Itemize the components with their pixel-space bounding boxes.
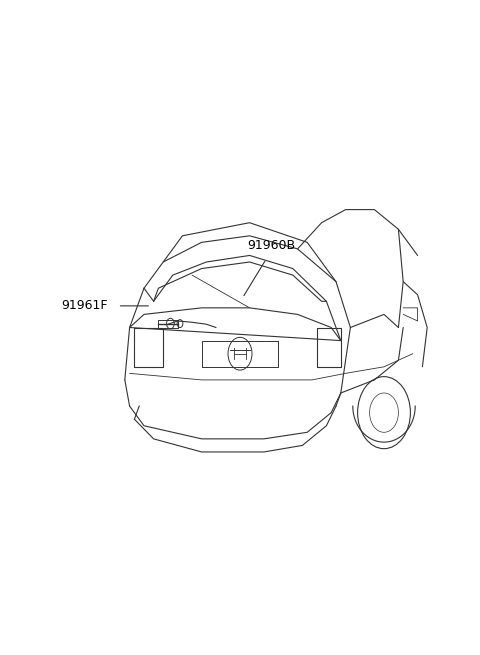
Text: 91961F: 91961F: [61, 299, 107, 312]
Text: 91960B: 91960B: [247, 239, 295, 252]
